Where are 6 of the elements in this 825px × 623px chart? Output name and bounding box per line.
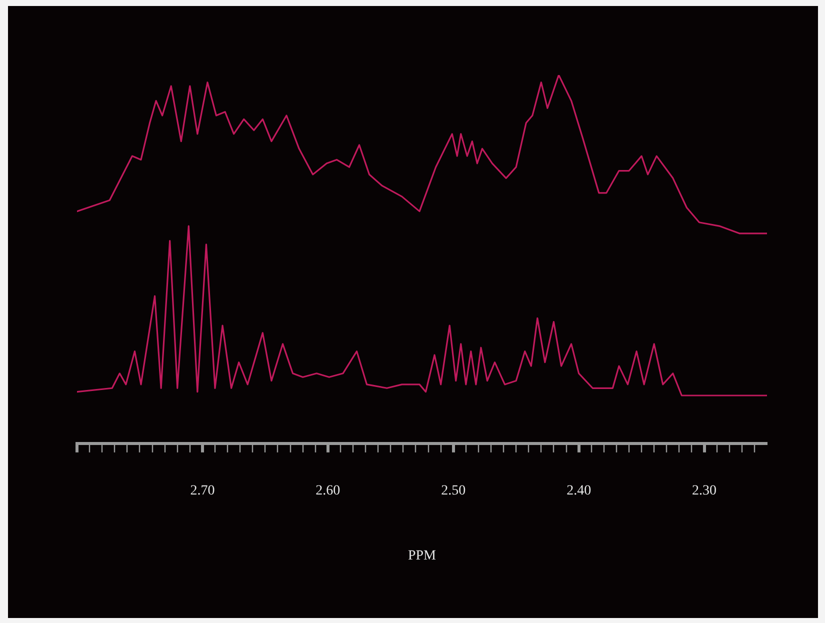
- x-tick-label: 2.70: [190, 483, 215, 498]
- x-axis-title: PPM: [408, 548, 437, 564]
- x-tick-label: 2.50: [441, 483, 466, 498]
- x-tick-label: 2.60: [316, 483, 340, 498]
- x-tick-label: 2.40: [566, 483, 592, 498]
- x-tick-label: 2.30: [692, 483, 717, 498]
